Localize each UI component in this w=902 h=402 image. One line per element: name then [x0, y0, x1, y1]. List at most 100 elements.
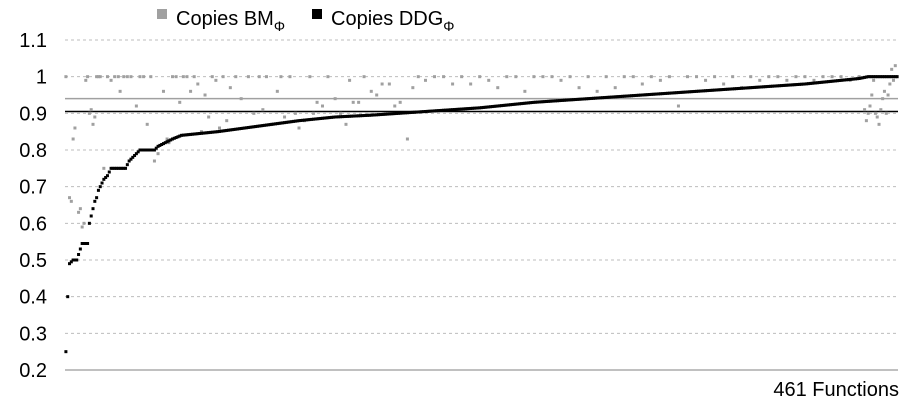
point-copies-bm — [631, 75, 635, 79]
point-copies-ddg — [302, 118, 306, 122]
point-copies-ddg — [416, 110, 420, 114]
point-copies-bm — [667, 75, 671, 79]
point-copies-ddg — [306, 118, 310, 122]
point-copies-ddg — [510, 103, 514, 107]
point-copies-bm — [375, 93, 379, 97]
point-copies-ddg — [73, 258, 77, 262]
point-copies-ddg — [770, 84, 774, 88]
point-copies-ddg — [747, 86, 751, 90]
point-copies-ddg — [485, 105, 489, 109]
point-copies-ddg — [436, 109, 440, 113]
point-copies-ddg — [886, 75, 890, 79]
point-copies-ddg — [593, 96, 597, 100]
point-copies-ddg — [398, 111, 402, 115]
point-copies-ddg — [639, 93, 643, 97]
point-copies-ddg — [611, 95, 615, 99]
point-copies-ddg — [122, 166, 126, 170]
point-copies-ddg — [657, 92, 661, 96]
legend-label-copies-ddg: Copies DDGΦ — [331, 8, 454, 34]
point-copies-ddg — [673, 91, 677, 95]
point-copies-ddg — [698, 89, 702, 93]
point-copies-ddg — [552, 99, 556, 103]
point-copies-ddg — [116, 166, 120, 170]
point-copies-ddg — [364, 113, 368, 117]
point-copies-bm — [568, 75, 572, 79]
point-copies-ddg — [505, 103, 509, 107]
point-copies-ddg — [469, 106, 473, 110]
point-copies-bm — [105, 75, 109, 79]
point-copies-bm — [89, 108, 93, 112]
point-copies-ddg — [546, 99, 550, 103]
point-copies-ddg — [114, 166, 118, 170]
point-copies-ddg — [293, 119, 297, 123]
point-copies-ddg — [433, 109, 437, 113]
point-copies-bm — [351, 100, 355, 104]
point-copies-bm — [261, 108, 265, 112]
point-copies-ddg — [745, 86, 749, 90]
point-copies-ddg — [550, 99, 554, 103]
point-copies-ddg — [377, 113, 381, 117]
point-copies-ddg — [281, 121, 285, 125]
point-copies-ddg — [172, 136, 176, 140]
point-copies-ddg — [496, 104, 500, 108]
point-copies-ddg — [414, 110, 418, 114]
point-copies-ddg — [687, 90, 691, 94]
point-copies-ddg — [288, 120, 292, 124]
point-copies-ddg — [342, 115, 346, 119]
point-copies-ddg — [230, 128, 234, 132]
point-copies-ddg — [196, 132, 200, 136]
point-copies-ddg — [451, 108, 455, 112]
point-copies-bm — [344, 122, 348, 126]
point-copies-ddg — [223, 129, 227, 133]
point-copies-bm — [174, 75, 178, 79]
point-copies-bm — [178, 100, 182, 104]
point-copies-bm — [252, 111, 256, 115]
point-copies-ddg — [375, 113, 379, 117]
point-copies-ddg — [508, 103, 512, 107]
point-copies-bm — [550, 75, 554, 79]
point-copies-ddg — [98, 185, 102, 189]
point-copies-bm — [73, 126, 77, 130]
point-copies-ddg — [427, 109, 431, 113]
point-copies-ddg — [382, 112, 386, 116]
point-copies-ddg — [180, 133, 184, 137]
point-copies-bm — [80, 225, 84, 229]
point-copies-ddg — [232, 127, 236, 131]
point-copies-ddg — [333, 115, 337, 119]
point-copies-bm — [96, 75, 100, 79]
point-copies-ddg — [760, 85, 764, 89]
point-copies-ddg — [156, 144, 160, 148]
point-copies-ddg — [528, 101, 532, 105]
point-copies-ddg — [386, 112, 390, 116]
legend-swatch-copies-ddg — [312, 9, 322, 19]
point-copies-bm — [196, 82, 200, 86]
legend-swatch-copies-bm — [157, 9, 167, 19]
point-copies-ddg — [198, 132, 202, 135]
point-copies-ddg — [814, 81, 818, 85]
point-copies-ddg — [109, 166, 113, 170]
point-copies-bm — [118, 89, 122, 93]
point-copies-ddg — [142, 148, 146, 152]
point-copies-ddg — [799, 82, 803, 86]
point-copies-ddg — [255, 124, 259, 128]
point-copies-bm — [64, 75, 68, 79]
point-copies-ddg — [523, 101, 527, 105]
point-copies-bm — [167, 141, 171, 145]
point-copies-ddg — [165, 140, 169, 144]
point-copies-ddg — [601, 96, 605, 100]
point-copies-bm — [758, 78, 762, 82]
point-copies-ddg — [71, 258, 75, 262]
point-copies-ddg — [460, 107, 464, 111]
point-copies-bm — [891, 78, 895, 82]
point-copies-bm — [505, 75, 509, 79]
point-copies-ddg — [667, 91, 671, 95]
point-copies-ddg — [758, 85, 762, 89]
point-copies-ddg — [243, 126, 247, 130]
point-copies-ddg — [512, 102, 516, 106]
point-copies-ddg — [783, 83, 787, 87]
point-copies-ddg — [859, 76, 863, 80]
point-copies-bm — [713, 75, 717, 79]
point-copies-ddg — [575, 97, 579, 101]
point-copies-ddg — [467, 107, 471, 111]
point-copies-ddg — [517, 102, 521, 106]
